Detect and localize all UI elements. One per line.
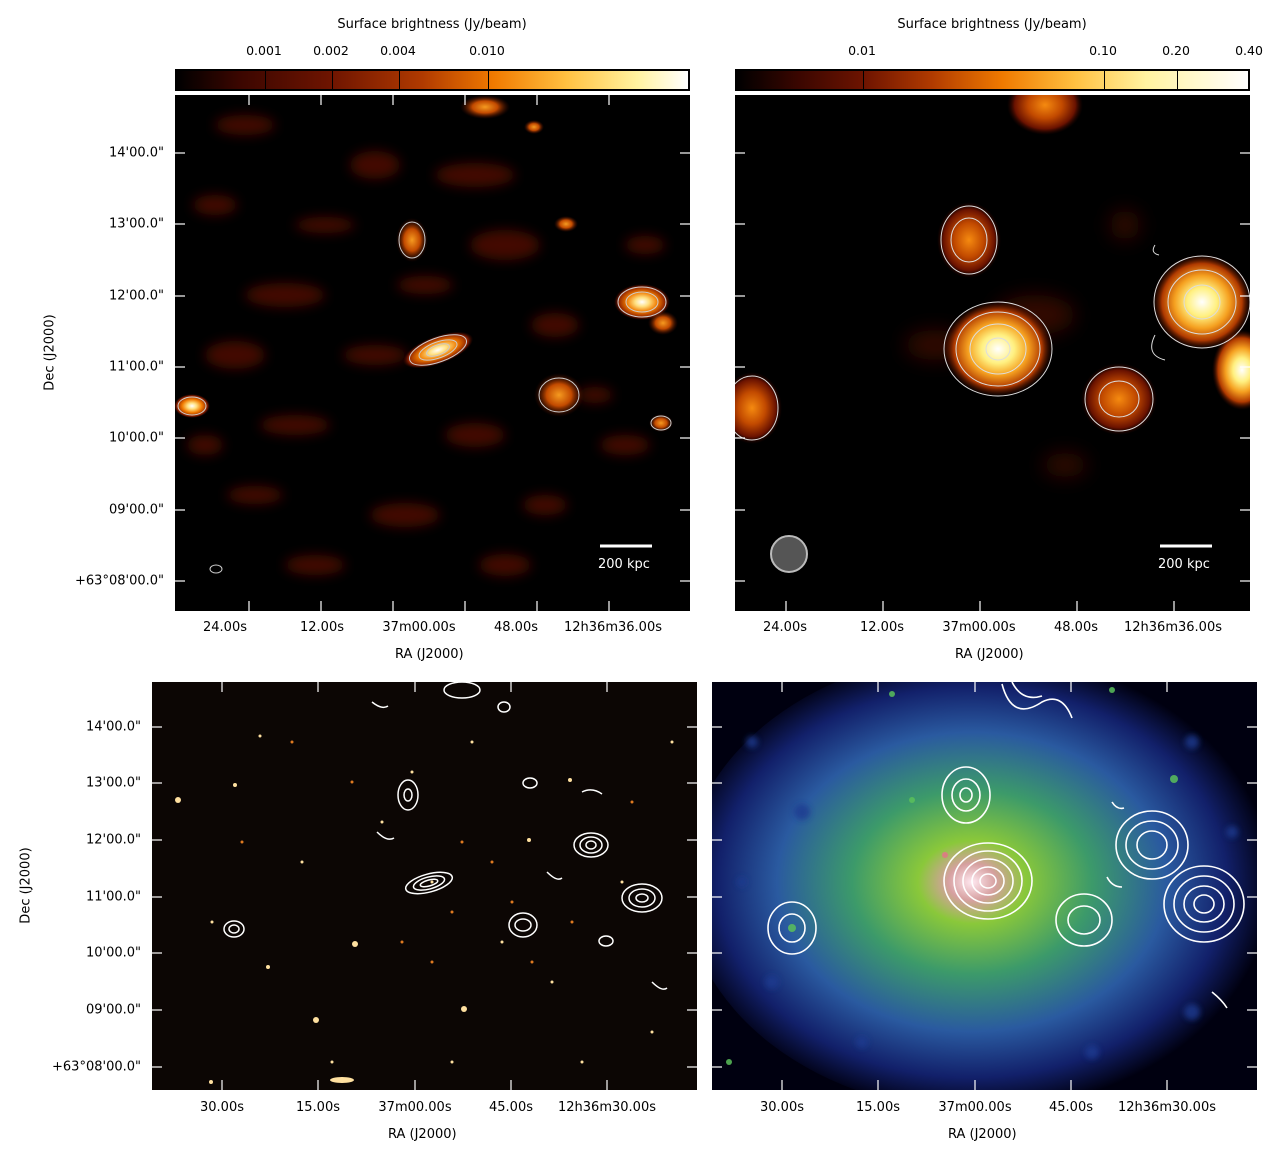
colorbar-tick-label: 0.10 (1089, 43, 1117, 58)
dec-tick-label: +63°08'00.0" (52, 1059, 141, 1075)
ra-tick-label: 12h36m30.00s (558, 1100, 656, 1115)
x-axis-label: RA (J2000) (388, 1127, 457, 1142)
ra-tick-label: 37m00.00s (382, 620, 456, 635)
dec-tick-label: 14'00.0" (85, 719, 141, 735)
dec-tick-label: 10'00.0" (108, 430, 164, 446)
colorbar-tick-label: 0.40 (1235, 43, 1263, 58)
ra-tick-label: 12.00s (860, 620, 904, 635)
colorbar-title-top-left: Surface brightness (Jy/beam) (337, 17, 527, 32)
ra-tick-label: 37m00.00s (938, 1100, 1012, 1115)
ra-tick-label: 24.00s (203, 620, 247, 635)
ra-tick-label: 30.00s (200, 1100, 244, 1115)
ra-tick-label: 24.00s (763, 620, 807, 635)
optical-image-bottom-left (152, 682, 697, 1090)
ra-tick-label: 12.00s (300, 620, 344, 635)
colorbar-tick-label: 0.20 (1162, 43, 1190, 58)
x-axis-label: RA (J2000) (395, 647, 464, 662)
dec-tick-label: 12'00.0" (108, 288, 164, 304)
dec-tick-label: 11'00.0" (108, 359, 164, 375)
radio-image-top-left: 200 kpc (175, 95, 690, 611)
colorbar-top-right (735, 69, 1250, 91)
ra-tick-label: 45.00s (1049, 1100, 1093, 1115)
colorbar-tick-label: 0.002 (313, 43, 349, 58)
dec-tick-label: 09'00.0" (108, 502, 164, 518)
ra-tick-label: 37m00.00s (378, 1100, 452, 1115)
colorbar-top-left (175, 69, 690, 91)
dec-tick-label: 14'00.0" (108, 145, 164, 161)
colorbar-tick-label: 0.001 (246, 43, 282, 58)
y-axis-label: Dec (J2000) (42, 314, 58, 391)
ra-tick-label: 12h36m36.00s (1124, 620, 1222, 635)
dec-tick-label: +63°08'00.0" (75, 573, 164, 589)
dec-tick-label: 10'00.0" (85, 945, 141, 961)
radio-image-top-right: 200 kpc (735, 95, 1250, 611)
ra-tick-label: 30.00s (760, 1100, 804, 1115)
scalebar-label: 200 kpc (1158, 557, 1210, 572)
ra-tick-label: 15.00s (856, 1100, 900, 1115)
dec-tick-label: 11'00.0" (85, 889, 141, 905)
dec-tick-label: 12'00.0" (85, 832, 141, 848)
ra-tick-label: 48.00s (1054, 620, 1098, 635)
dec-tick-label: 13'00.0" (108, 216, 164, 232)
x-axis-label: RA (J2000) (955, 647, 1024, 662)
y-axis-label: Dec (J2000) (18, 847, 34, 924)
x-axis-label: RA (J2000) (948, 1127, 1017, 1142)
dec-tick-label: 13'00.0" (85, 775, 141, 791)
ra-tick-label: 48.00s (494, 620, 538, 635)
ra-tick-label: 12h36m30.00s (1118, 1100, 1216, 1115)
colorbar-title-top-right: Surface brightness (Jy/beam) (897, 17, 1087, 32)
xray-image-bottom-right (712, 682, 1257, 1090)
ra-tick-label: 37m00.00s (942, 620, 1016, 635)
ra-tick-label: 12h36m36.00s (564, 620, 662, 635)
ra-tick-label: 15.00s (296, 1100, 340, 1115)
scalebar-label: 200 kpc (598, 557, 650, 572)
colorbar-tick-label: 0.004 (380, 43, 416, 58)
dec-tick-label: 09'00.0" (85, 1002, 141, 1018)
colorbar-tick-label: 0.01 (848, 43, 876, 58)
beam-ellipse (770, 535, 808, 573)
ra-tick-label: 45.00s (489, 1100, 533, 1115)
colorbar-tick-label: 0.010 (469, 43, 505, 58)
